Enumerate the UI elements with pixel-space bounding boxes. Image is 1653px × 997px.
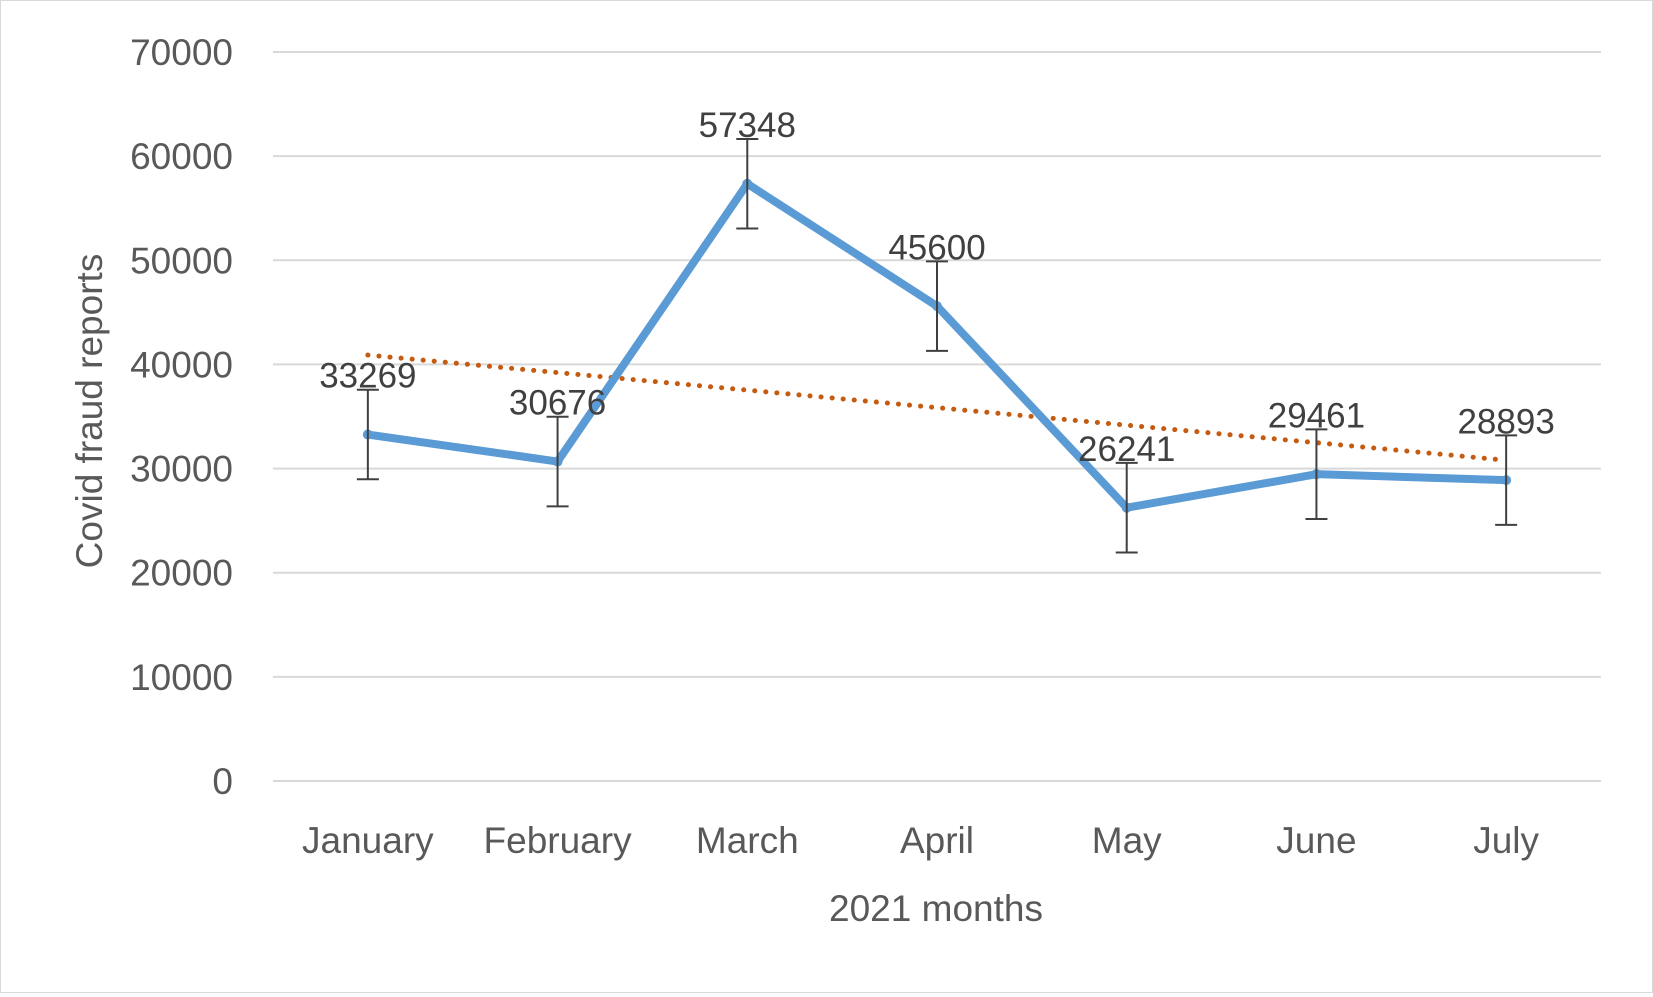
- error-bar: [356, 388, 379, 481]
- gridlines: [273, 51, 1601, 782]
- y-axis-tick-labels: 0 10000 20000 30000 40000 50000 60000 70000: [130, 32, 233, 802]
- x-tick-label: January: [302, 820, 434, 861]
- x-tick-label: May: [1092, 820, 1162, 861]
- data-label: 30676: [509, 384, 606, 423]
- y-tick-label: 0: [212, 761, 233, 802]
- y-tick-label: 10000: [130, 657, 233, 698]
- y-tick-label: 40000: [130, 344, 233, 385]
- x-tick-label: March: [696, 820, 799, 861]
- data-label: 26241: [1078, 430, 1175, 469]
- y-axis-title: Covid fraud reports: [69, 254, 110, 569]
- data-label: 45600: [888, 228, 985, 267]
- x-tick-label: June: [1276, 820, 1356, 861]
- error-bar: [736, 137, 759, 230]
- error-bar: [1305, 428, 1328, 520]
- data-label: 29461: [1268, 396, 1365, 435]
- x-axis-tick-labels: January February March April May June July: [302, 820, 1539, 861]
- data-label: 33269: [319, 357, 416, 396]
- error-bars: [356, 137, 1518, 554]
- y-tick-label: 70000: [130, 32, 233, 73]
- data-labels: 33269 30676 57348 45600 26241 29461 28893: [319, 106, 1555, 469]
- data-label: 28893: [1457, 402, 1554, 441]
- x-axis-title: 2021 months: [829, 888, 1043, 929]
- x-tick-label: February: [484, 820, 633, 861]
- error-bar: [1115, 461, 1138, 554]
- y-tick-label: 30000: [130, 449, 233, 490]
- x-tick-label: July: [1473, 820, 1539, 861]
- error-bar: [1495, 434, 1518, 526]
- error-bar: [926, 260, 948, 352]
- y-tick-label: 50000: [130, 240, 233, 281]
- y-tick-label: 60000: [130, 136, 233, 177]
- data-label: 57348: [699, 106, 796, 145]
- error-bar: [546, 415, 569, 508]
- y-tick-label: 20000: [130, 553, 233, 594]
- x-tick-label: April: [900, 820, 974, 861]
